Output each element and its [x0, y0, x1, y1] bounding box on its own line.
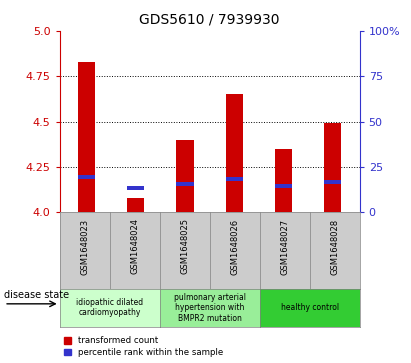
Text: pulmonary arterial
hypertension with
BMPR2 mutation: pulmonary arterial hypertension with BMP…: [173, 293, 246, 323]
Bar: [127, 198, 144, 212]
Text: disease state: disease state: [4, 290, 69, 300]
Bar: [275, 184, 292, 188]
Bar: [275, 149, 292, 212]
Text: GSM1648023: GSM1648023: [80, 219, 89, 274]
Bar: [176, 140, 194, 212]
Bar: [324, 123, 341, 212]
Legend: transformed count, percentile rank within the sample: transformed count, percentile rank withi…: [64, 336, 223, 357]
Text: GSM1648024: GSM1648024: [130, 219, 139, 274]
Text: idiopathic dilated
cardiomyopathy: idiopathic dilated cardiomyopathy: [76, 298, 143, 317]
Bar: [176, 182, 194, 186]
Bar: [324, 180, 341, 184]
Bar: [226, 94, 243, 212]
Text: healthy control: healthy control: [281, 303, 339, 312]
Text: GSM1648026: GSM1648026: [230, 219, 239, 274]
Title: GDS5610 / 7939930: GDS5610 / 7939930: [139, 13, 280, 27]
Text: GSM1648025: GSM1648025: [180, 219, 189, 274]
Bar: [127, 185, 144, 189]
Text: GSM1648028: GSM1648028: [330, 219, 339, 274]
Bar: [78, 62, 95, 212]
Bar: [226, 177, 243, 181]
Text: GSM1648027: GSM1648027: [280, 219, 289, 274]
Bar: [78, 175, 95, 179]
